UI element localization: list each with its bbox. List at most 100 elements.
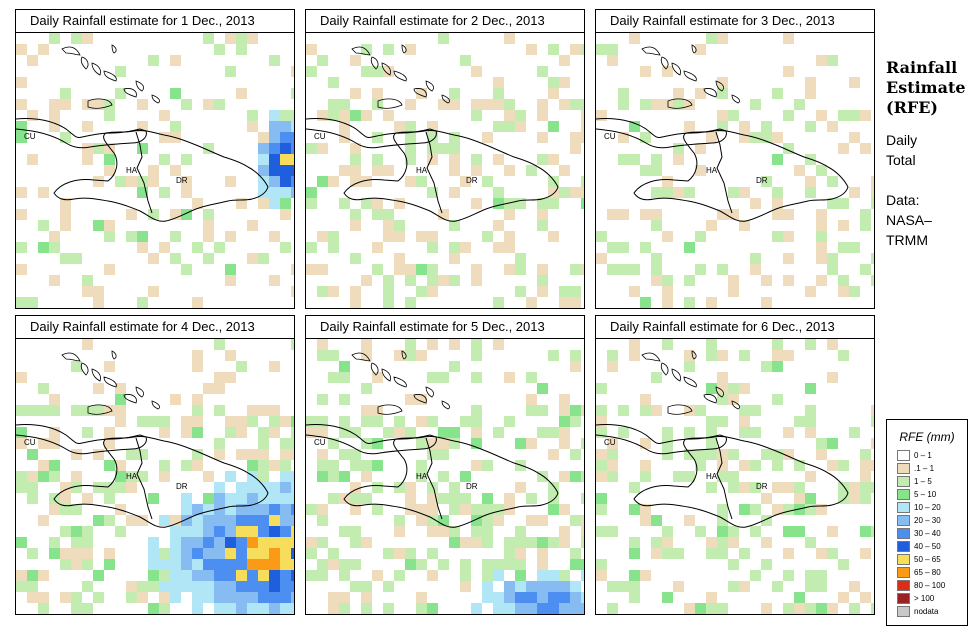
- rainfall-cell: [104, 165, 115, 176]
- rainfall-cell: [280, 482, 291, 493]
- rainfall-cell: [537, 548, 548, 559]
- rainfall-cell: [339, 110, 350, 121]
- rainfall-cell: [394, 121, 405, 132]
- rainfall-cell: [405, 350, 416, 361]
- rainfall-cell: [16, 187, 27, 198]
- rainfall-cell: [581, 99, 584, 110]
- rainfall-cell: [728, 449, 739, 460]
- rainfall-cell: [170, 570, 181, 581]
- rainfall-cell: [438, 449, 449, 460]
- rainfall-cell: [115, 471, 126, 482]
- rainfall-cell: [159, 515, 170, 526]
- rainfall-cell: [192, 504, 203, 515]
- bahamas-island: [87, 98, 113, 109]
- rainfall-cell: [383, 548, 394, 559]
- rainfall-cell: [449, 88, 460, 99]
- rainfall-cell: [695, 405, 706, 416]
- rainfall-cell: [570, 592, 581, 603]
- rainfall-cell: [618, 99, 629, 110]
- rainfall-cell: [772, 350, 783, 361]
- rainfall-cell: [515, 570, 526, 581]
- rainfall-cell: [805, 77, 816, 88]
- rainfall-cell: [339, 603, 350, 614]
- rainfall-cell: [629, 581, 640, 592]
- rainfall-cell: [805, 471, 816, 482]
- rainfall-cell: [482, 99, 493, 110]
- rainfall-cell: [383, 427, 394, 438]
- rainfall-cell: [515, 121, 526, 132]
- rainfall-cell: [684, 121, 695, 132]
- rainfall-cell: [236, 44, 247, 55]
- rainfall-cell: [526, 493, 537, 504]
- rainfall-cell: [104, 438, 115, 449]
- rainfall-cell: [372, 198, 383, 209]
- rainfall-cell: [115, 416, 126, 427]
- rainfall-cell: [581, 264, 584, 275]
- rainfall-cell: [306, 537, 317, 548]
- rainfall-cell: [849, 427, 860, 438]
- rainfall-cell: [416, 176, 427, 187]
- rainfall-cell: [115, 176, 126, 187]
- rainfall-cell: [350, 449, 361, 460]
- rainfall-cell: [214, 405, 225, 416]
- rainfall-map: CU HA DR: [595, 338, 875, 615]
- rainfall-cell: [717, 394, 728, 405]
- rainfall-cell: [280, 121, 291, 132]
- rainfall-cell: [394, 253, 405, 264]
- rainfall-cell: [596, 449, 607, 460]
- rainfall-cell: [225, 537, 236, 548]
- rainfall-cell: [236, 33, 247, 44]
- rainfall-cell: [438, 143, 449, 154]
- rainfall-cell: [236, 198, 247, 209]
- rainfall-cell: [548, 88, 559, 99]
- rainfall-cell: [280, 460, 291, 471]
- rainfall-cell: [816, 603, 827, 614]
- rainfall-cell: [16, 372, 27, 383]
- rainfall-cell: [339, 559, 350, 570]
- rainfall-cell: [317, 55, 328, 66]
- rainfall-cell: [570, 515, 581, 526]
- rainfall-cell: [750, 264, 761, 275]
- rainfall-cell: [405, 493, 416, 504]
- rainfall-cell: [684, 275, 695, 286]
- bahamas-island: [667, 98, 693, 109]
- rainfall-cell: [291, 537, 294, 548]
- rainfall-cell: [684, 350, 695, 361]
- rainfall-cell: [783, 110, 794, 121]
- rainfall-cell: [471, 372, 482, 383]
- rainfall-cell: [236, 449, 247, 460]
- rainfall-cell: [816, 220, 827, 231]
- rainfall-cell: [27, 592, 38, 603]
- rainfall-cell: [618, 264, 629, 275]
- rainfall-cell: [816, 110, 827, 121]
- rainfall-cell: [838, 350, 849, 361]
- rainfall-cell: [559, 504, 570, 515]
- rainfall-cell: [291, 548, 294, 559]
- period-line: Daily: [886, 132, 918, 148]
- rainfall-cell: [794, 99, 805, 110]
- rainfall-cell: [38, 603, 49, 614]
- rainfall-cell: [137, 297, 148, 308]
- bahamas-island: [381, 368, 391, 382]
- rainfall-cell: [38, 592, 49, 603]
- rainfall-cell: [269, 548, 280, 559]
- rainfall-cell: [27, 471, 38, 482]
- rainfall-cell: [350, 297, 361, 308]
- rainfall-cell: [82, 493, 93, 504]
- rainfall-cell: [192, 603, 203, 614]
- haiti-label: HA: [126, 472, 138, 481]
- rainfall-cell: [350, 427, 361, 438]
- rainfall-cell: [607, 581, 618, 592]
- rainfall-cell: [559, 286, 570, 297]
- rainfall-cell: [225, 603, 236, 614]
- rainfall-cell: [38, 220, 49, 231]
- rainfall-cell: [291, 603, 294, 614]
- rainfall-cell: [280, 515, 291, 526]
- rainfall-cell: [504, 493, 515, 504]
- rainfall-cell: [137, 99, 148, 110]
- rainfall-cell: [159, 548, 170, 559]
- rainfall-cell: [772, 394, 783, 405]
- bahamas-island: [671, 62, 681, 76]
- rainfall-cell: [838, 220, 849, 231]
- rainfall-cell: [71, 526, 82, 537]
